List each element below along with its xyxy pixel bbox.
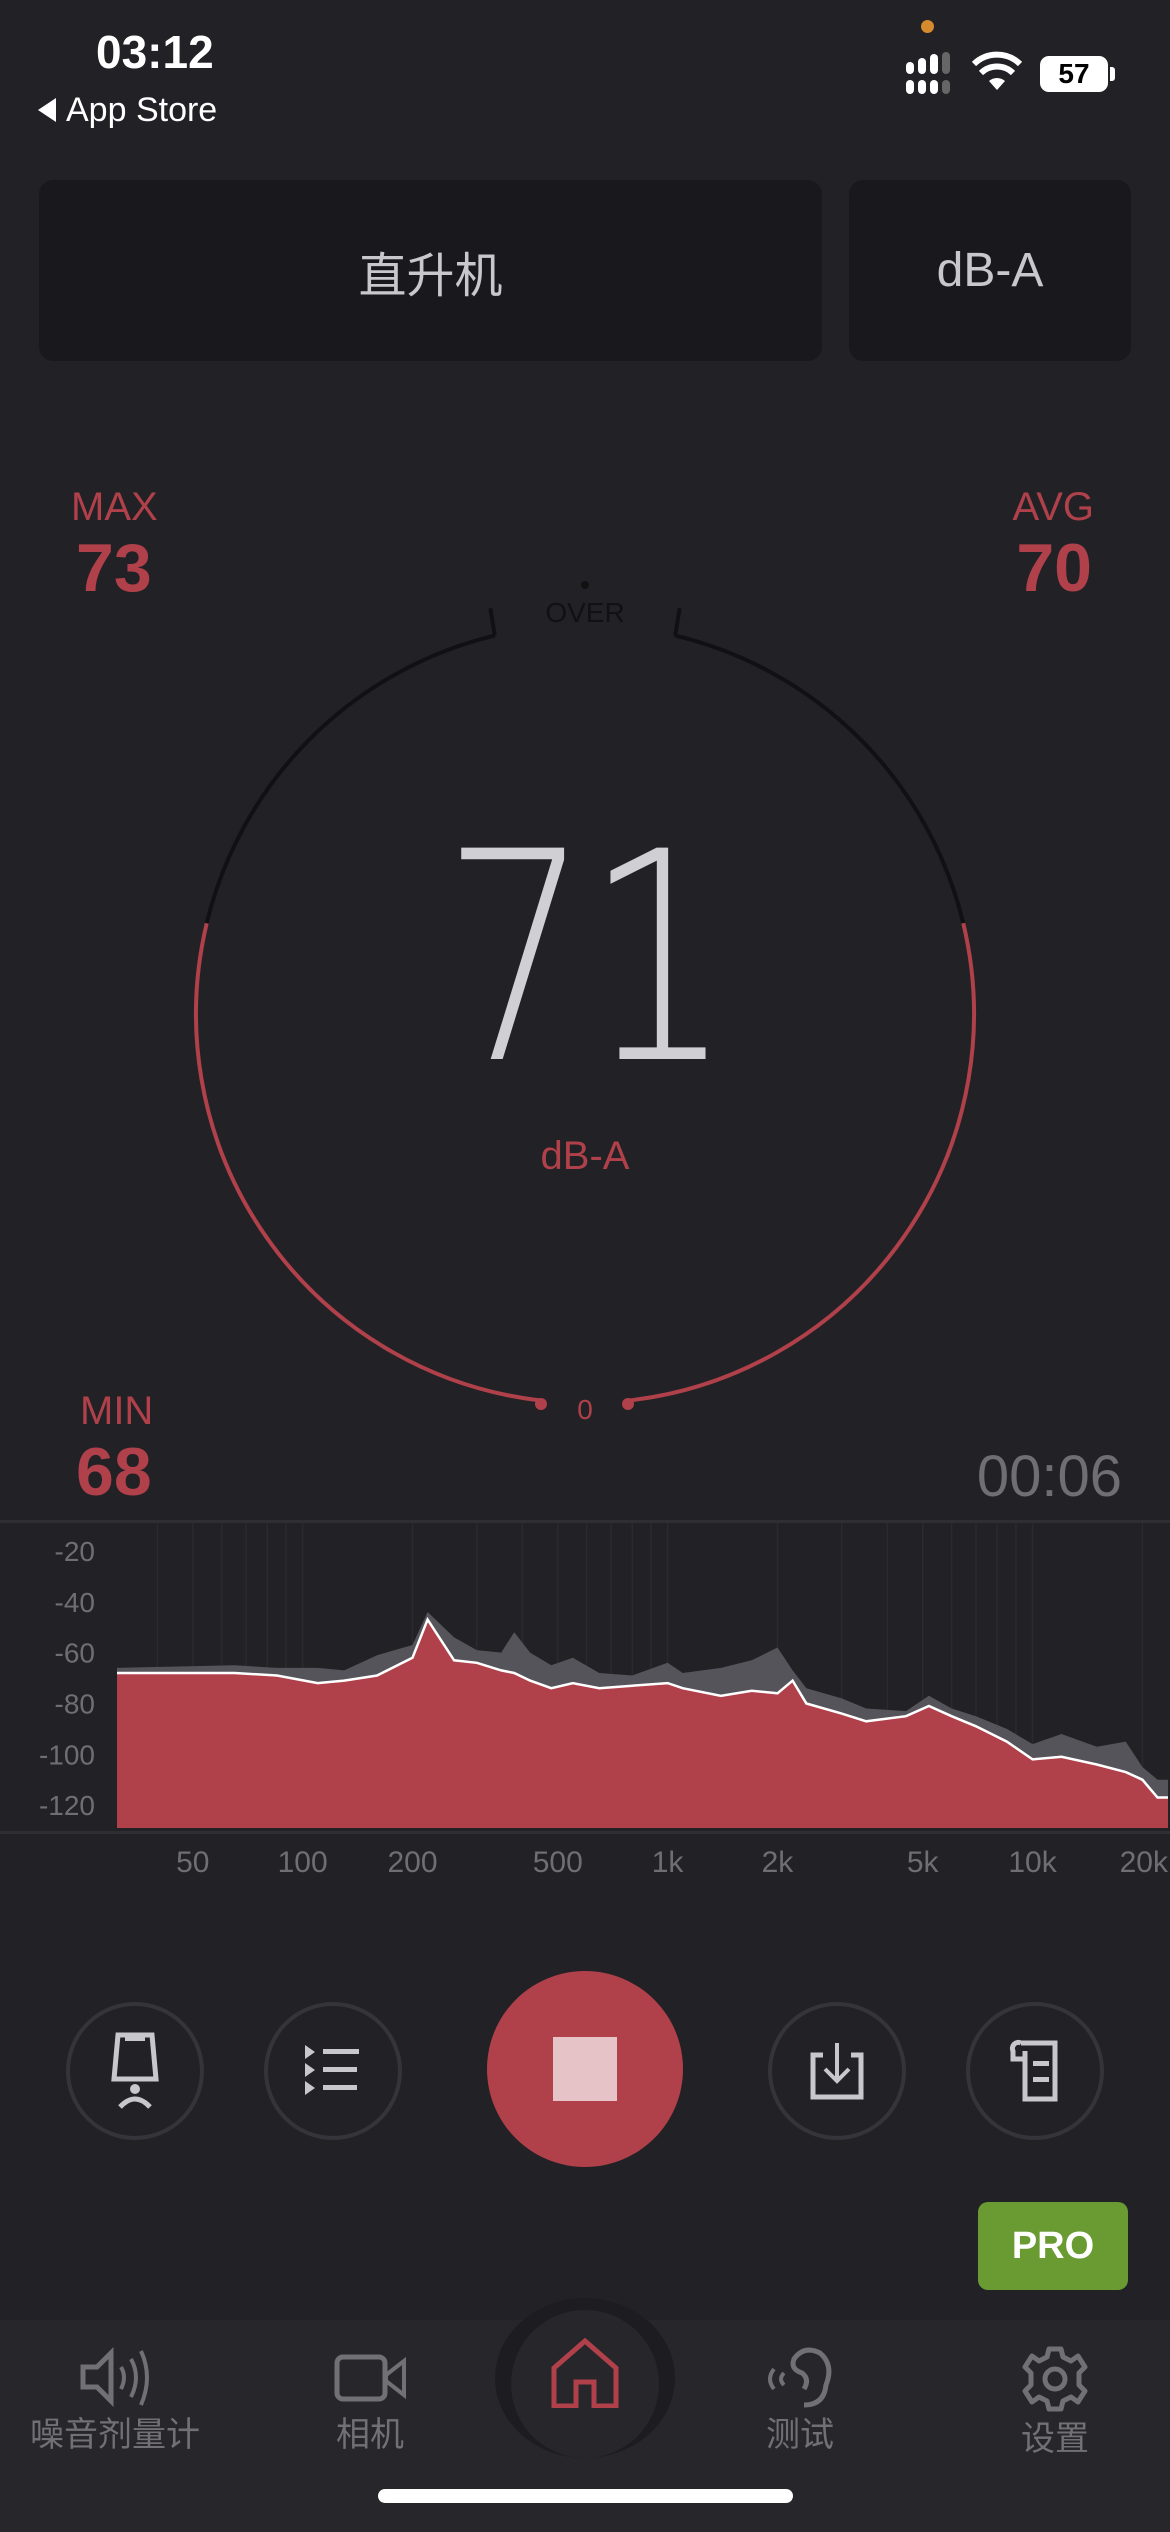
mic-indicator-dot <box>921 20 934 33</box>
profile-selector[interactable]: 直升机 <box>39 180 822 361</box>
chart-top-divider <box>0 1520 1170 1523</box>
battery-icon: 57 <box>1040 56 1108 92</box>
tab-home[interactable] <box>550 2337 620 2413</box>
min-value: 68 <box>76 1434 152 1510</box>
avg-value: 70 <box>1016 530 1092 606</box>
over-tick <box>673 608 682 636</box>
db-reading: 71 <box>442 791 732 1128</box>
chart-bottom-divider <box>0 1831 1170 1834</box>
stop-recording-button[interactable] <box>487 1971 683 2167</box>
x-tick-label: 5k <box>907 1846 940 1879</box>
tab-dosimeter[interactable]: 噪音剂量计 <box>26 2345 204 2455</box>
x-tick-label: 10k <box>1008 1846 1057 1879</box>
weighting-selector[interactable]: dB-A <box>849 180 1131 361</box>
profile-label: 直升机 <box>358 249 503 303</box>
elapsed-timer: 00:06 <box>976 1444 1122 1509</box>
y-tick-label: -100 <box>39 1739 95 1770</box>
speaker-icon <box>80 2346 149 2408</box>
stop-icon <box>553 2037 617 2101</box>
save-button[interactable] <box>768 2002 906 2140</box>
history-list-button[interactable] <box>264 2002 402 2140</box>
tab-label: 设置 <box>1021 2420 1089 2458</box>
home-indicator[interactable] <box>378 2489 793 2503</box>
level-gauge: OVER 0 <box>194 581 976 1425</box>
tab-settings[interactable]: 设置 <box>995 2345 1115 2459</box>
tab-hearing-test[interactable]: 测试 <box>740 2345 860 2455</box>
x-tick-label: 500 <box>533 1846 583 1879</box>
gauge-level-arc-right <box>628 922 976 1403</box>
list-icon <box>305 2045 359 2095</box>
gauge-track-arc-right <box>674 633 966 924</box>
y-tick-label: -40 <box>55 1587 95 1618</box>
phone-sound-button[interactable] <box>66 2002 204 2140</box>
wifi-icon <box>972 51 1022 90</box>
tab-label: 相机 <box>336 2416 404 2454</box>
x-tick-label: 100 <box>278 1846 328 1879</box>
max-value: 73 <box>76 530 152 606</box>
x-tick-label: 1k <box>652 1846 685 1879</box>
tab-label: 测试 <box>766 2416 834 2454</box>
y-tick-label: -20 <box>55 1536 95 1567</box>
ear-icon <box>768 2347 832 2408</box>
back-label: App Store <box>66 91 218 129</box>
current-spectrum-line <box>117 1616 1168 1799</box>
y-tick-label: -60 <box>55 1638 95 1669</box>
x-tick-label: 20k <box>1120 1846 1169 1879</box>
x-tick-label: 50 <box>176 1846 209 1879</box>
y-tick-label: -120 <box>39 1790 95 1821</box>
phone-speaker-icon <box>111 2032 159 2109</box>
gauge-level-arc-left <box>194 922 542 1403</box>
cellular-signal-icon <box>906 52 950 94</box>
tab-label: 噪音剂量计 <box>30 2416 200 2454</box>
spectrum-chart: -20 -40 -60 -80 -100 -120 50 100 200 500 1k 2k 5k 10k… <box>39 1523 1169 1879</box>
gauge-track-arc-left <box>204 633 496 924</box>
reading-unit: dB-A <box>540 1134 630 1178</box>
download-icon <box>810 2043 864 2100</box>
back-arrow-icon <box>38 98 56 122</box>
min-label: MIN <box>80 1389 154 1433</box>
gear-icon <box>1022 2346 1088 2412</box>
scroll-document-icon <box>1009 2039 1058 2102</box>
current-spectrum-area <box>117 1619 1168 1828</box>
avg-label: AVG <box>1012 485 1094 529</box>
home-icon <box>551 2337 619 2409</box>
pro-upgrade-button[interactable]: PRO <box>978 2202 1128 2290</box>
back-to-app-store[interactable]: App Store <box>38 90 217 130</box>
video-camera-icon <box>334 2354 406 2402</box>
weighting-label: dB-A <box>936 244 1044 297</box>
max-label: MAX <box>71 485 158 529</box>
tab-camera[interactable]: 相机 <box>310 2345 430 2455</box>
gauge-end-dot <box>622 1398 634 1410</box>
y-tick-label: -80 <box>55 1688 95 1719</box>
battery-tip <box>1110 67 1115 81</box>
report-button[interactable] <box>966 2002 1104 2140</box>
zero-label: 0 <box>577 1394 593 1425</box>
over-tick <box>488 608 497 636</box>
status-time: 03:12 <box>96 26 214 78</box>
over-label: OVER <box>545 597 624 628</box>
gauge-start-dot <box>535 1398 547 1410</box>
x-tick-label: 2k <box>762 1846 795 1879</box>
x-tick-label: 200 <box>387 1846 437 1879</box>
over-indicator-dot <box>581 581 589 589</box>
